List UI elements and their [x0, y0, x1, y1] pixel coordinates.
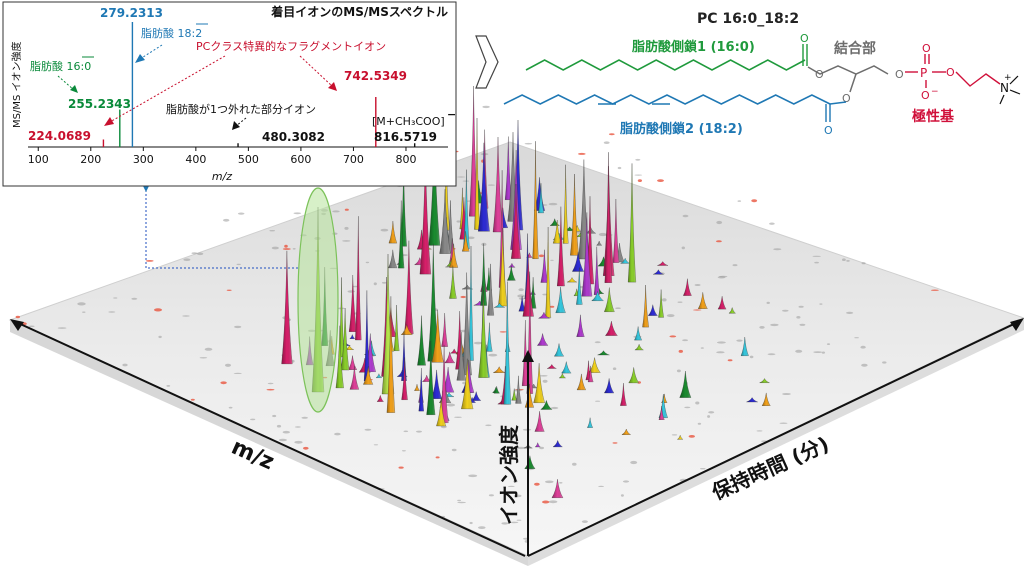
- inset-ylabel: MS/MS イオン強度: [10, 42, 23, 129]
- atom-n-plus: +: [1004, 73, 1012, 83]
- chevron-arrow-icon: [475, 35, 499, 89]
- atom-o-phosphate-right: O: [946, 66, 955, 79]
- plot3d-axes: [10, 318, 1024, 557]
- chain2-label: 脂肪酸側鎖2 (18:2): [619, 121, 743, 137]
- peak-label-480: 480.3082: [262, 130, 325, 144]
- atom-o-phosphate-link: O: [895, 68, 904, 81]
- atom-p: P: [920, 66, 927, 80]
- atom-o-phosphate-bottom: O: [921, 89, 930, 102]
- inset-x-ticks: 100 200 300 400 500 600 700 800: [28, 147, 416, 166]
- msms-inset: 着目イオンのMS/MSスペクトル MS/MS イオン強度 100 200 300 40…: [2, 1, 457, 187]
- annotation-fa1: 脂肪酸 16:0: [30, 59, 91, 73]
- chain1-zigzag: [525, 59, 806, 71]
- atom-n: N: [1000, 81, 1009, 95]
- peak-label-255: 255.2343: [68, 97, 131, 111]
- peak-label-224: 224.0689: [28, 129, 91, 143]
- phosphate-minus: −: [931, 87, 939, 97]
- inset-x-tick-label: 700: [343, 153, 364, 166]
- connector-line: [142, 184, 300, 269]
- inset-x-tick-label: 600: [290, 153, 311, 166]
- chain1-label: 脂肪酸側鎖1 (16:0): [631, 39, 755, 55]
- plot3d-floor: [8, 141, 1024, 566]
- arrow-pc-742: [299, 55, 333, 87]
- plot3d-peaks: [281, 85, 771, 498]
- inset-xlabel: m/z: [212, 170, 232, 183]
- glycerol-backbone: [807, 65, 889, 75]
- atom-o-ester2: O: [842, 92, 851, 105]
- choline-chain: [955, 71, 1001, 87]
- axis-label-intensity: イオン強度: [497, 424, 521, 525]
- atom-o-carbonyl1: O: [800, 32, 809, 45]
- inset-title: 着目イオンのMS/MSスペクトル: [270, 4, 448, 19]
- atom-o-carbonyl2: O: [824, 124, 833, 137]
- atom-o-ester1: O: [815, 68, 824, 81]
- inset-x-tick-label: 100: [28, 153, 49, 166]
- annotation-fa2: 脂肪酸 18:2: [141, 26, 202, 40]
- inset-peaks: [102, 22, 416, 147]
- inset-x-tick-label: 400: [185, 153, 206, 166]
- inset-x-tick-label: 500: [238, 153, 259, 166]
- inset-x-tick-label: 200: [80, 153, 101, 166]
- precursor-label: [M+CH₃COO]: [372, 115, 445, 128]
- lipid-structure: PC 16:0_18:2 脂肪酸側鎖1 (16:0) 結合部 脂肪酸側鎖2 (1…: [503, 11, 1021, 137]
- peak-label-816: 816.5719: [374, 130, 437, 144]
- inset-x-tick-label: 800: [395, 153, 416, 166]
- peak-label-742: 742.5349: [344, 69, 407, 83]
- headgroup-label: 極性基: [912, 108, 955, 125]
- structure-title: PC 16:0_18:2: [697, 11, 799, 27]
- arrow-fa1: [57, 75, 75, 91]
- precursor-charge: −: [447, 108, 456, 121]
- annotation-partial: 脂肪酸が1つ外れた部分イオン: [166, 102, 316, 116]
- chain2-zigzag: [503, 94, 831, 105]
- highlight-ellipse: [297, 187, 339, 413]
- annotation-pc: PCクラス特異的なフラグメントイオン: [196, 39, 386, 53]
- backbone-label: 結合部: [834, 40, 876, 57]
- inset-x-tick-label: 300: [133, 153, 154, 166]
- peak-label-279: 279.2313: [100, 6, 163, 20]
- arrow-fa2: [139, 44, 163, 60]
- atom-o-phosphate-top: O: [922, 42, 931, 55]
